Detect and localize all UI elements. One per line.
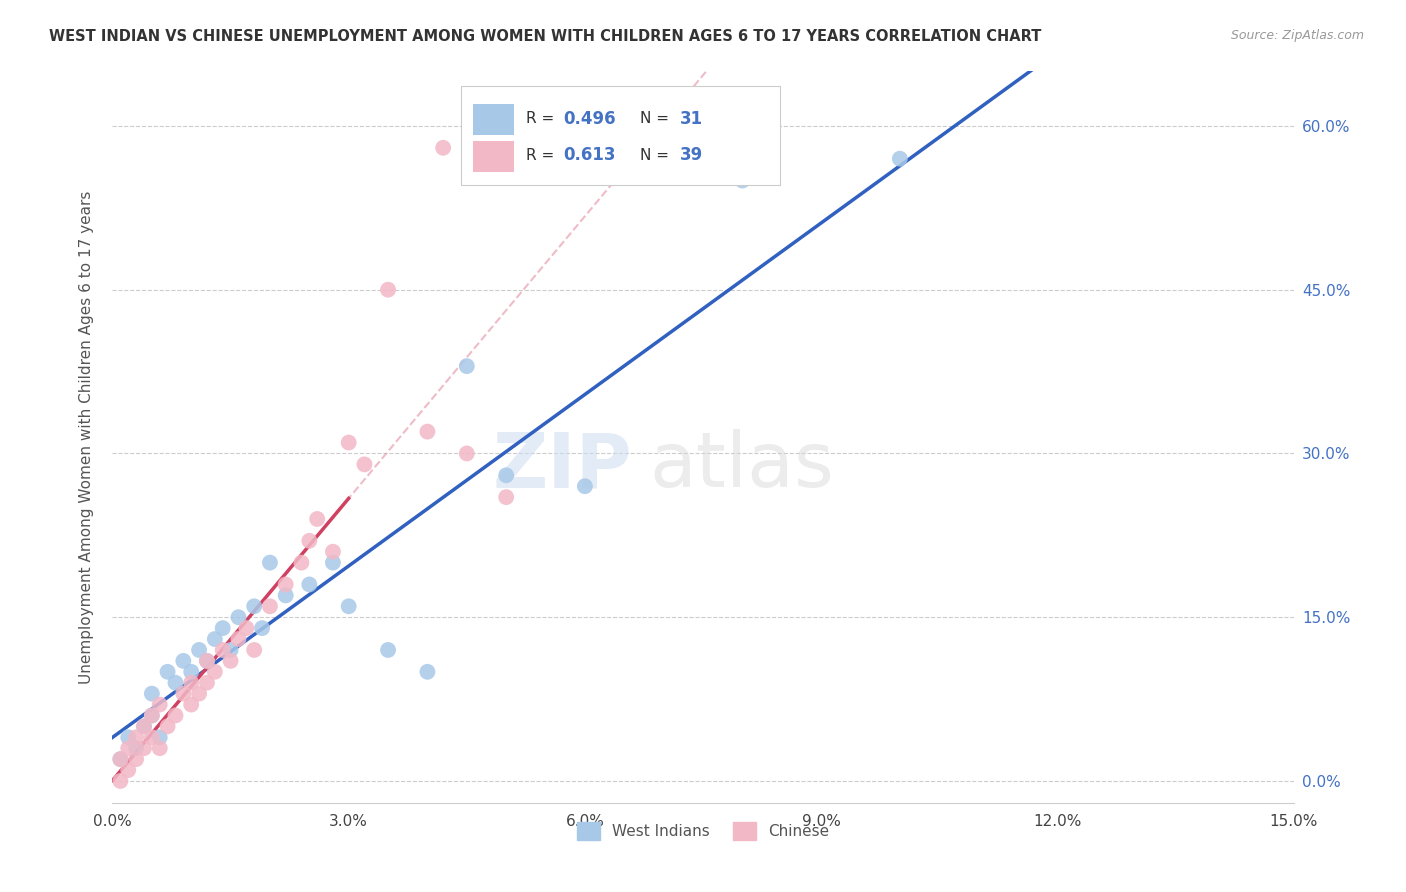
Text: N =: N =	[640, 112, 675, 127]
Text: N =: N =	[640, 148, 675, 163]
Point	[235, 621, 257, 635]
Point	[195, 654, 218, 668]
Point	[188, 687, 211, 701]
Point	[204, 632, 226, 646]
Point	[337, 599, 360, 614]
Text: 31: 31	[679, 110, 703, 128]
Point	[180, 665, 202, 679]
Point	[432, 141, 454, 155]
Point	[307, 512, 329, 526]
FancyBboxPatch shape	[472, 104, 515, 135]
Point	[156, 719, 179, 733]
Text: 0.613: 0.613	[564, 146, 616, 164]
Point	[132, 741, 155, 756]
Point	[731, 173, 754, 187]
Text: atlas: atlas	[650, 429, 835, 503]
Point	[322, 545, 344, 559]
Text: 0.496: 0.496	[564, 110, 616, 128]
Point	[165, 708, 187, 723]
Point	[141, 708, 163, 723]
Point	[149, 731, 172, 745]
Legend: West Indians, Chinese: West Indians, Chinese	[571, 815, 835, 847]
Point	[219, 643, 242, 657]
Point	[132, 719, 155, 733]
Y-axis label: Unemployment Among Women with Children Ages 6 to 17 years: Unemployment Among Women with Children A…	[79, 190, 94, 684]
Point	[117, 731, 139, 745]
Point	[574, 479, 596, 493]
Point	[243, 599, 266, 614]
Point	[495, 468, 517, 483]
Text: R =: R =	[526, 112, 560, 127]
Point	[149, 698, 172, 712]
Point	[172, 654, 194, 668]
Point	[456, 359, 478, 373]
Point	[125, 752, 148, 766]
Point	[228, 632, 250, 646]
Point	[180, 675, 202, 690]
Point	[250, 621, 273, 635]
Point	[377, 643, 399, 657]
Text: ZIP: ZIP	[492, 429, 633, 503]
Point	[125, 731, 148, 745]
Text: 39: 39	[679, 146, 703, 164]
Point	[290, 556, 312, 570]
Point	[228, 610, 250, 624]
Point	[180, 698, 202, 712]
Point	[188, 643, 211, 657]
Point	[117, 741, 139, 756]
Point	[110, 752, 132, 766]
Point	[416, 665, 439, 679]
Point	[353, 458, 375, 472]
Point	[125, 741, 148, 756]
Point	[211, 621, 233, 635]
Point	[110, 774, 132, 789]
Text: R =: R =	[526, 148, 560, 163]
FancyBboxPatch shape	[472, 141, 515, 171]
Point	[274, 577, 297, 591]
Point	[141, 687, 163, 701]
Point	[172, 687, 194, 701]
Point	[156, 665, 179, 679]
Point	[117, 763, 139, 777]
Point	[416, 425, 439, 439]
Point	[259, 599, 281, 614]
Point	[259, 556, 281, 570]
Point	[211, 643, 233, 657]
Text: WEST INDIAN VS CHINESE UNEMPLOYMENT AMONG WOMEN WITH CHILDREN AGES 6 TO 17 YEARS: WEST INDIAN VS CHINESE UNEMPLOYMENT AMON…	[49, 29, 1042, 44]
Point	[195, 675, 218, 690]
Point	[889, 152, 911, 166]
FancyBboxPatch shape	[461, 86, 780, 185]
Point	[274, 588, 297, 602]
Point	[377, 283, 399, 297]
Point	[204, 665, 226, 679]
Point	[456, 446, 478, 460]
Point	[243, 643, 266, 657]
Point	[141, 708, 163, 723]
Point	[219, 654, 242, 668]
Point	[298, 577, 321, 591]
Point	[132, 719, 155, 733]
Point	[165, 675, 187, 690]
Point	[195, 654, 218, 668]
Point	[337, 435, 360, 450]
Point	[322, 556, 344, 570]
Point	[141, 731, 163, 745]
Point	[495, 490, 517, 504]
Text: Source: ZipAtlas.com: Source: ZipAtlas.com	[1230, 29, 1364, 42]
Point	[298, 533, 321, 548]
Point	[110, 752, 132, 766]
Point	[149, 741, 172, 756]
